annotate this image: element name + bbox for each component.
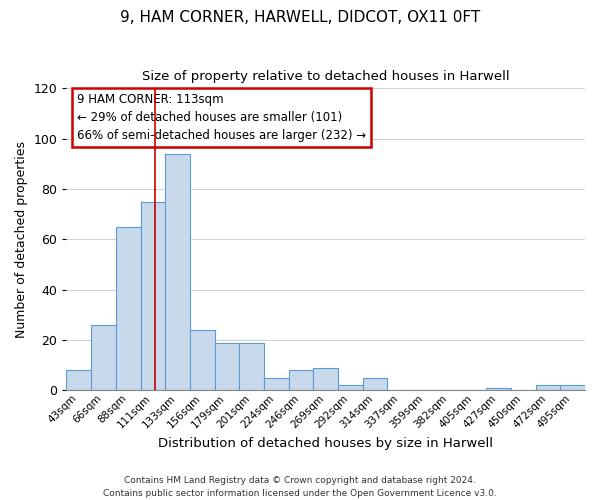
Text: Contains HM Land Registry data © Crown copyright and database right 2024.
Contai: Contains HM Land Registry data © Crown c… xyxy=(103,476,497,498)
Text: 9 HAM CORNER: 113sqm
← 29% of detached houses are smaller (101)
66% of semi-deta: 9 HAM CORNER: 113sqm ← 29% of detached h… xyxy=(77,93,366,142)
Bar xyxy=(140,202,165,390)
Bar xyxy=(190,330,215,390)
Bar xyxy=(91,325,116,390)
Bar xyxy=(215,342,239,390)
Bar xyxy=(264,378,289,390)
Title: Size of property relative to detached houses in Harwell: Size of property relative to detached ho… xyxy=(142,70,509,83)
Bar xyxy=(165,154,190,390)
Bar xyxy=(289,370,313,390)
Bar xyxy=(313,368,338,390)
Bar xyxy=(560,386,585,390)
Bar xyxy=(67,370,91,390)
Bar xyxy=(239,342,264,390)
X-axis label: Distribution of detached houses by size in Harwell: Distribution of detached houses by size … xyxy=(158,437,493,450)
Bar xyxy=(536,386,560,390)
Bar xyxy=(116,227,140,390)
Text: 9, HAM CORNER, HARWELL, DIDCOT, OX11 0FT: 9, HAM CORNER, HARWELL, DIDCOT, OX11 0FT xyxy=(120,10,480,25)
Bar xyxy=(486,388,511,390)
Bar xyxy=(338,386,363,390)
Bar xyxy=(363,378,388,390)
Y-axis label: Number of detached properties: Number of detached properties xyxy=(15,141,28,338)
